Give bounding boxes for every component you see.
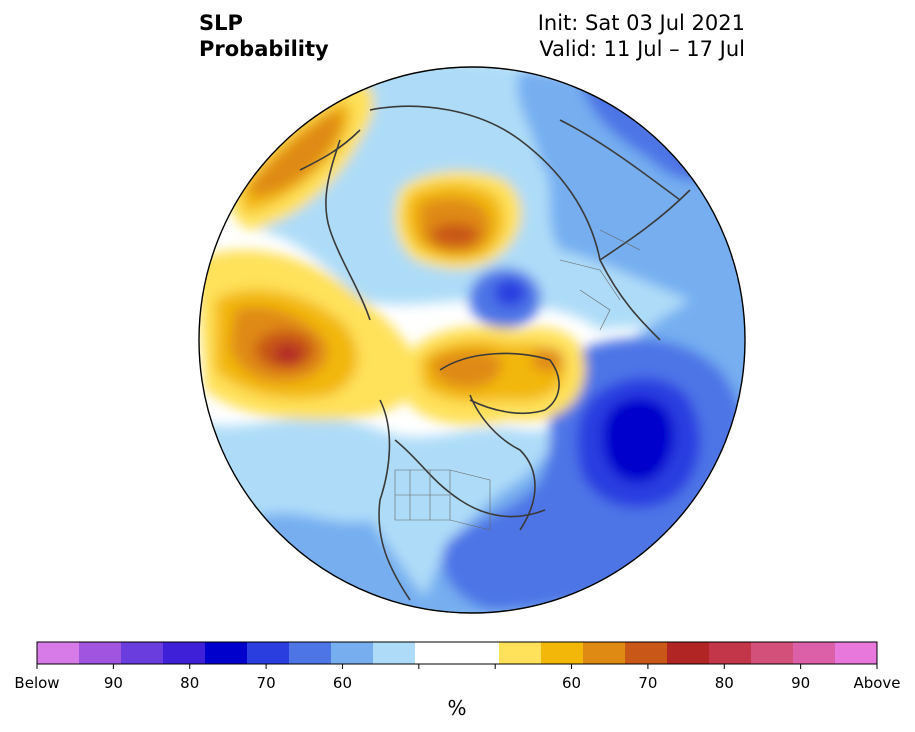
border-europe [559, 229, 641, 331]
colorbar-tick-label: 60 [332, 674, 352, 692]
colorbar-tick-label: 60 [561, 674, 582, 692]
colorbar-cell [541, 642, 584, 664]
init-label: Init: Sat 03 Jul 2021 [537, 11, 745, 35]
colorbar-cell [625, 642, 668, 664]
globe-outline [198, 66, 746, 614]
colorbar-outline [36, 641, 878, 665]
coast-alaska-siberia [299, 129, 371, 321]
colorbar-tick-label: 70 [638, 674, 658, 692]
colorbar-cell [583, 642, 626, 664]
colorbar-cell [121, 642, 164, 664]
colorbar-cell [373, 642, 416, 664]
colorbar-cell [835, 642, 878, 664]
colorbar-ticks [36, 664, 878, 669]
colorbar-cells [37, 642, 878, 664]
colorbar-cell [289, 642, 332, 664]
colorbar-cell [205, 642, 248, 664]
border-us-states [394, 469, 491, 531]
valid-label: Valid: 11 Jul – 17 Jul [539, 37, 745, 61]
coastlines [299, 105, 691, 601]
above-75-region-arctic [431, 223, 479, 247]
colorbar-tick-label: 70 [256, 674, 276, 692]
coast-greenland [439, 352, 560, 414]
variable-label: SLP [199, 11, 243, 35]
political-borders [394, 229, 641, 531]
colorbar-tick-label: Above [853, 674, 901, 692]
above-80-region-alaska [274, 344, 302, 364]
colorbar-cell [37, 642, 80, 664]
colorbar-tick-label: 80 [180, 674, 200, 692]
coast-eurasia [369, 105, 691, 341]
colorbar-cell [79, 642, 122, 664]
colorbar-tick-label: 90 [103, 674, 123, 692]
colorbar-cell [751, 642, 794, 664]
colorbar-cell [331, 642, 374, 664]
colorbar-cell [163, 642, 206, 664]
colorbar-cell [793, 642, 836, 664]
colorbar-cell [667, 642, 710, 664]
colorbar-units: % [447, 696, 467, 720]
field-layer [199, 67, 745, 613]
colorbar-cell [709, 642, 752, 664]
colorbar-cell [457, 642, 500, 664]
coast-north-america [378, 394, 546, 601]
below-80-region-atlantic [602, 397, 674, 483]
colorbar-cell [247, 642, 290, 664]
colorbar-cell [499, 642, 542, 664]
colorbar-tick-label: 90 [791, 674, 811, 692]
colorbar-tick-label: 80 [714, 674, 734, 692]
above-70-region-bering [250, 110, 341, 196]
product-label: Probability [199, 37, 329, 61]
probability-map [198, 66, 746, 614]
colorbar-tick-label: Below [14, 674, 60, 692]
colorbar-cell [415, 642, 458, 664]
title-left: SLP Probability [199, 10, 329, 62]
title-right: Init: Sat 03 Jul 2021 Valid: 11 Jul – 17… [538, 10, 745, 62]
below-75-region-kara [494, 279, 526, 307]
above-70-region-greenland [431, 350, 502, 388]
